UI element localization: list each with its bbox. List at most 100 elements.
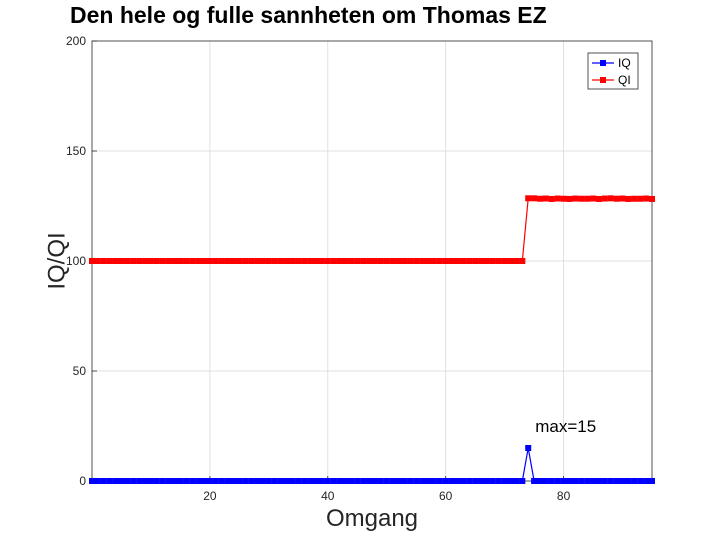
chart-title: Den hele og fulle sannheten om Thomas EZ	[70, 2, 547, 28]
data-point-qi	[289, 258, 296, 264]
data-point-iq	[419, 478, 426, 484]
data-point-iq	[601, 478, 608, 484]
data-point-iq	[625, 478, 632, 484]
data-point-iq	[142, 478, 149, 484]
data-point-iq	[248, 478, 255, 484]
legend-marker-qi	[600, 77, 606, 83]
data-point-qi	[436, 258, 443, 264]
data-point-iq	[277, 478, 284, 484]
data-point-qi	[89, 258, 95, 264]
data-point-iq	[318, 478, 325, 484]
data-point-iq	[448, 478, 455, 484]
data-point-iq	[489, 478, 496, 484]
data-point-iq	[330, 478, 337, 484]
data-point-qi	[94, 258, 101, 264]
data-point-iq	[242, 478, 249, 484]
data-point-iq	[436, 478, 443, 484]
data-point-qi	[454, 258, 461, 264]
data-point-qi	[342, 258, 349, 264]
data-point-iq	[548, 478, 555, 484]
data-point-iq	[112, 478, 119, 484]
data-point-iq	[183, 478, 190, 484]
data-point-qi	[507, 258, 514, 264]
data-point-iq	[265, 478, 272, 484]
data-point-qi	[625, 195, 632, 202]
data-point-qi	[307, 258, 314, 264]
data-point-qi	[466, 258, 473, 264]
data-point-qi	[607, 195, 614, 202]
data-point-iq	[513, 478, 520, 484]
data-point-qi	[136, 258, 143, 264]
legend-box	[587, 52, 639, 90]
data-point-qi	[259, 258, 266, 264]
y-tick-label: 200	[66, 34, 86, 48]
data-point-iq	[454, 478, 461, 484]
y-tick-label: 50	[73, 364, 87, 378]
data-point-iq	[413, 478, 420, 484]
data-point-qi	[366, 258, 373, 264]
data-point-iq	[466, 478, 473, 484]
data-point-qi	[165, 258, 172, 264]
data-point-iq	[366, 478, 373, 484]
data-point-qi	[448, 258, 455, 264]
data-point-iq	[301, 478, 308, 484]
data-point-iq	[519, 478, 526, 484]
data-point-qi	[295, 258, 302, 264]
data-point-iq	[254, 478, 261, 484]
data-point-iq	[136, 478, 143, 484]
data-point-qi	[354, 258, 361, 264]
data-point-iq	[147, 478, 154, 484]
data-point-iq	[171, 478, 178, 484]
data-point-qi	[212, 258, 219, 264]
data-point-iq	[442, 478, 449, 484]
data-point-qi	[254, 258, 261, 264]
x-axis-label: Omgang	[326, 505, 418, 532]
legend: IQ QI	[587, 52, 639, 90]
data-point-iq	[124, 478, 131, 484]
data-point-qi	[413, 258, 420, 264]
data-point-qi	[360, 258, 367, 264]
data-point-qi	[501, 258, 508, 264]
data-point-iq	[401, 478, 408, 484]
data-point-iq	[371, 478, 378, 484]
data-point-qi	[389, 258, 396, 264]
data-point-iq	[259, 478, 266, 484]
data-point-iq	[501, 478, 508, 484]
data-point-iq	[224, 478, 231, 484]
data-point-iq	[201, 478, 207, 484]
data-point-iq	[89, 478, 95, 484]
data-point-iq	[324, 478, 331, 484]
data-point-qi	[525, 195, 532, 202]
data-point-qi	[130, 258, 137, 264]
data-point-qi	[601, 195, 608, 202]
data-point-iq	[407, 478, 414, 484]
data-point-iq	[212, 478, 219, 484]
data-point-iq	[165, 478, 172, 484]
data-point-qi	[189, 258, 196, 264]
data-point-iq	[560, 478, 567, 484]
data-point-iq	[295, 478, 302, 484]
data-point-qi	[649, 195, 655, 202]
data-point-qi	[489, 258, 496, 264]
data-point-iq	[336, 478, 343, 484]
data-point-qi	[100, 258, 107, 264]
data-point-iq	[507, 478, 514, 484]
data-point-qi	[371, 258, 378, 264]
data-point-qi	[383, 258, 390, 264]
data-point-iq	[307, 478, 314, 484]
data-point-qi	[483, 258, 490, 264]
y-tick-label: 100	[66, 254, 86, 268]
data-point-iq	[472, 478, 479, 484]
data-point-qi	[637, 195, 644, 202]
data-point-iq	[590, 478, 597, 484]
data-point-qi	[513, 258, 520, 264]
data-point-qi	[112, 258, 119, 264]
data-point-iq	[649, 478, 655, 484]
data-point-iq	[218, 478, 225, 484]
data-point-qi	[425, 258, 431, 264]
data-point-qi	[560, 195, 567, 202]
data-point-iq	[595, 478, 602, 484]
data-point-iq	[313, 478, 319, 484]
